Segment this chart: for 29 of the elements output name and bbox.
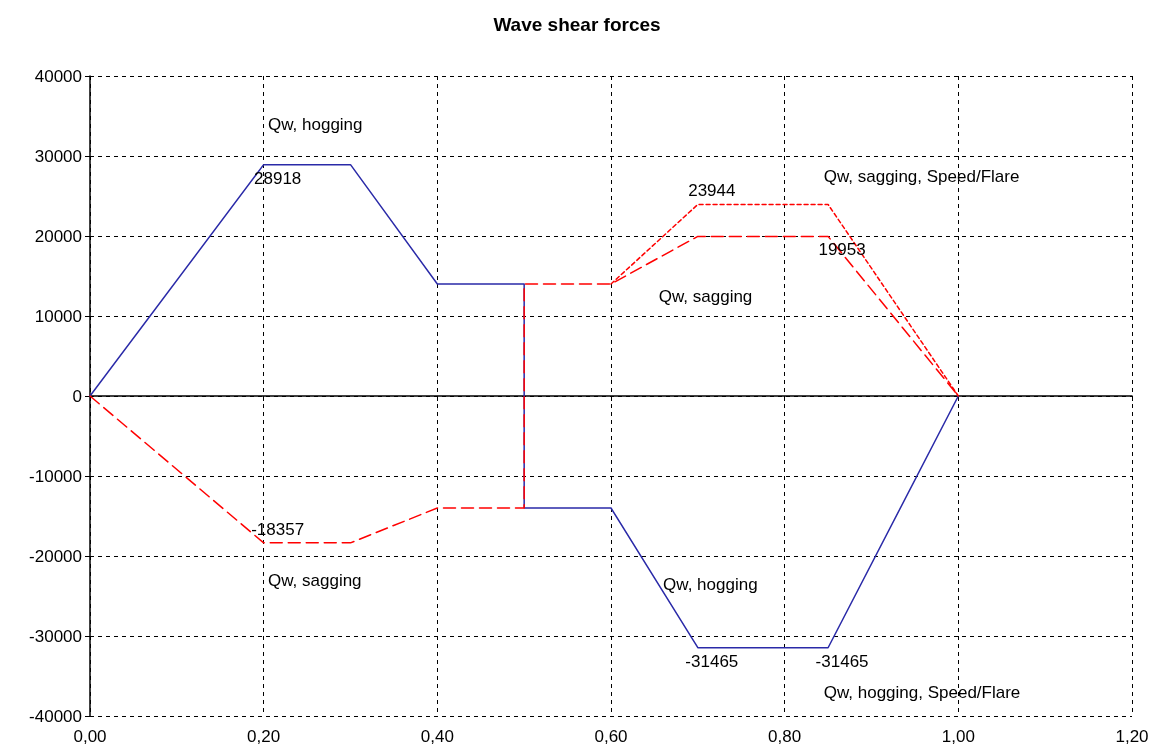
y-tick-label: 40000	[34, 66, 82, 86]
data-label: 19953	[818, 240, 866, 260]
x-tick-label: 0,00	[73, 727, 107, 745]
x-tick-label: 1,00	[941, 727, 975, 745]
annotation: Qw, hogging, Speed/Flare	[823, 682, 1021, 702]
x-tick-label: 1,20	[1115, 727, 1149, 745]
y-tick-label: -10000	[29, 466, 82, 486]
data-label: -31465	[815, 651, 869, 671]
data-label: 23944	[688, 181, 736, 201]
annotation: Qw, sagging	[658, 286, 753, 306]
x-tick-label: 0,20	[247, 727, 281, 745]
y-tick-label: -40000	[29, 706, 82, 726]
y-tick-label: 0	[72, 386, 82, 406]
annotation: Qw, sagging, Speed/Flare	[823, 166, 1020, 186]
y-tick-label: -20000	[29, 546, 82, 566]
y-tick-label: 20000	[34, 226, 82, 246]
x-tick-label: 0,40	[420, 727, 454, 745]
y-tick-label: 10000	[34, 306, 82, 326]
data-label: -18357	[251, 519, 305, 539]
annotation: Qw, hogging	[268, 114, 363, 134]
data-label: 28918	[254, 168, 302, 188]
chart-title: Wave shear forces	[493, 14, 661, 35]
x-tick-label: 0,80	[768, 727, 802, 745]
y-tick-label: 30000	[34, 146, 82, 166]
annotation: Qw, hogging	[663, 574, 758, 594]
x-tick-label: 0,60	[594, 727, 628, 745]
y-tick-label: -30000	[29, 626, 82, 646]
data-label: -31465	[685, 651, 739, 671]
annotation: Qw, sagging	[268, 570, 362, 590]
